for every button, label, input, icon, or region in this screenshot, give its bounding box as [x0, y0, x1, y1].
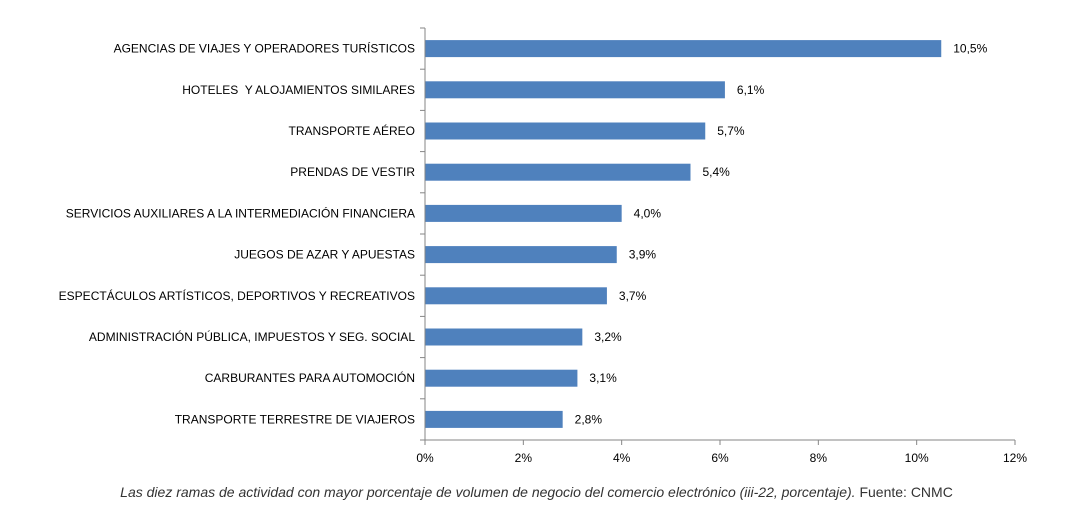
value-label-4: 4,0% — [634, 206, 662, 220]
category-label-6: ESPECTÁCULOS ARTÍSTICOS, DEPORTIVOS Y RE… — [59, 288, 415, 303]
category-label-2: TRANSPORTE AÉREO — [289, 123, 415, 138]
figure-caption: Las diez ramas de actividad con mayor po… — [0, 484, 1073, 500]
value-label-5: 3,9% — [629, 248, 657, 262]
category-labels: AGENCIAS DE VIAJES Y OPERADORES TURÍSTIC… — [59, 41, 416, 427]
value-label-7: 3,2% — [594, 330, 622, 344]
value-labels: 10,5% 6,1% 5,7% 5,4% 4,0% 3,9% 3,7% 3,2% 3,1% 2,8… — [575, 42, 988, 427]
caption-source: Fuente: CNMC — [855, 484, 953, 500]
bar-1 — [425, 81, 725, 99]
x-axis-ticks: 0% 2% 4% 6% 8% 10% 12% — [416, 440, 1027, 465]
x-tick-label-3: 6% — [711, 451, 729, 465]
category-label-4: SERVICIOS AUXILIARES A LA INTERMEDIACIÓN… — [66, 205, 415, 220]
category-label-3: PRENDAS DE VESTIR — [290, 165, 415, 179]
x-tick-label-5: 10% — [905, 451, 929, 465]
x-tick-label-1: 2% — [515, 451, 533, 465]
value-label-9: 2,8% — [575, 412, 603, 426]
bar-6 — [425, 287, 607, 305]
category-label-8: CARBURANTES PARA AUTOMOCIÓN — [205, 370, 415, 385]
x-tick-label-6: 12% — [1003, 451, 1027, 465]
bar-9 — [425, 410, 563, 428]
x-tick-label-2: 4% — [613, 451, 631, 465]
bar-0 — [425, 40, 942, 58]
bar-chart: AGENCIAS DE VIAJES Y OPERADORES TURÍSTIC… — [59, 27, 1027, 465]
category-label-5: JUEGOS DE AZAR Y APUESTAS — [234, 248, 415, 262]
value-label-8: 3,1% — [589, 371, 617, 385]
bar-5 — [425, 246, 617, 264]
value-label-0: 10,5% — [953, 42, 987, 56]
value-label-2: 5,7% — [717, 124, 745, 138]
bar-7 — [425, 328, 583, 346]
bars-group — [425, 40, 942, 428]
caption-description: Las diez ramas de actividad con mayor po… — [120, 484, 856, 500]
category-label-9: TRANSPORTE TERRESTRE DE VIAJEROS — [175, 412, 415, 426]
value-label-6: 3,7% — [619, 289, 647, 303]
x-tick-label-4: 8% — [810, 451, 828, 465]
category-label-0: AGENCIAS DE VIAJES Y OPERADORES TURÍSTIC… — [114, 41, 415, 56]
bar-3 — [425, 163, 691, 181]
bar-8 — [425, 369, 578, 387]
bar-4 — [425, 204, 622, 222]
bar-2 — [425, 122, 706, 140]
category-label-7: ADMINISTRACIÓN PÚBLICA, IMPUESTOS Y SEG.… — [89, 329, 415, 344]
value-label-3: 5,4% — [703, 165, 731, 179]
value-label-1: 6,1% — [737, 83, 765, 97]
category-label-1: HOTELES Y ALOJAMIENTOS SIMILARES — [182, 83, 415, 97]
x-tick-label-0: 0% — [416, 451, 434, 465]
